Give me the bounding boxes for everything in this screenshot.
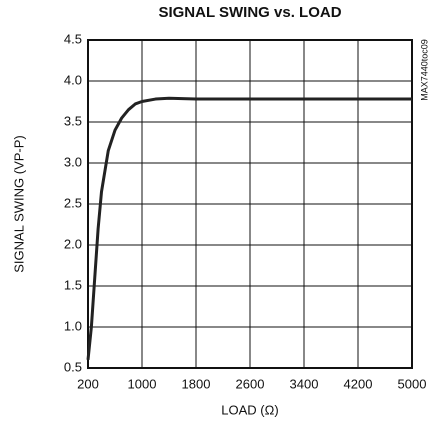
y-tick-label: 2.0 (64, 236, 82, 251)
y-tick-label: 1.5 (64, 277, 82, 292)
x-tick-label: 1000 (128, 376, 157, 391)
x-tick-label: 200 (77, 376, 99, 391)
x-tick-label: 3400 (290, 376, 319, 391)
y-tick-label: 2.5 (64, 195, 82, 210)
y-tick-label: 0.5 (64, 359, 82, 374)
x-axis-label: LOAD (Ω) (221, 402, 278, 417)
y-tick-label: 1.0 (64, 318, 82, 333)
x-tick-label: 1800 (182, 376, 211, 391)
data-line (86, 96, 412, 360)
x-tick-label: 2600 (236, 376, 265, 391)
y-tick-label: 4.5 (64, 31, 82, 46)
y-axis-label: SIGNAL SWING (VP-P) (11, 135, 26, 272)
y-tick-label: 4.0 (64, 72, 82, 87)
annotation: MAX7440toc09 (419, 39, 429, 101)
chart-title: SIGNAL SWING vs. LOAD (158, 4, 341, 21)
x-tick-label: 5000 (398, 376, 427, 391)
y-tick-label: 3.5 (64, 113, 82, 128)
y-tick-label: 3.0 (64, 154, 82, 169)
x-tick-label: 4200 (344, 376, 373, 391)
